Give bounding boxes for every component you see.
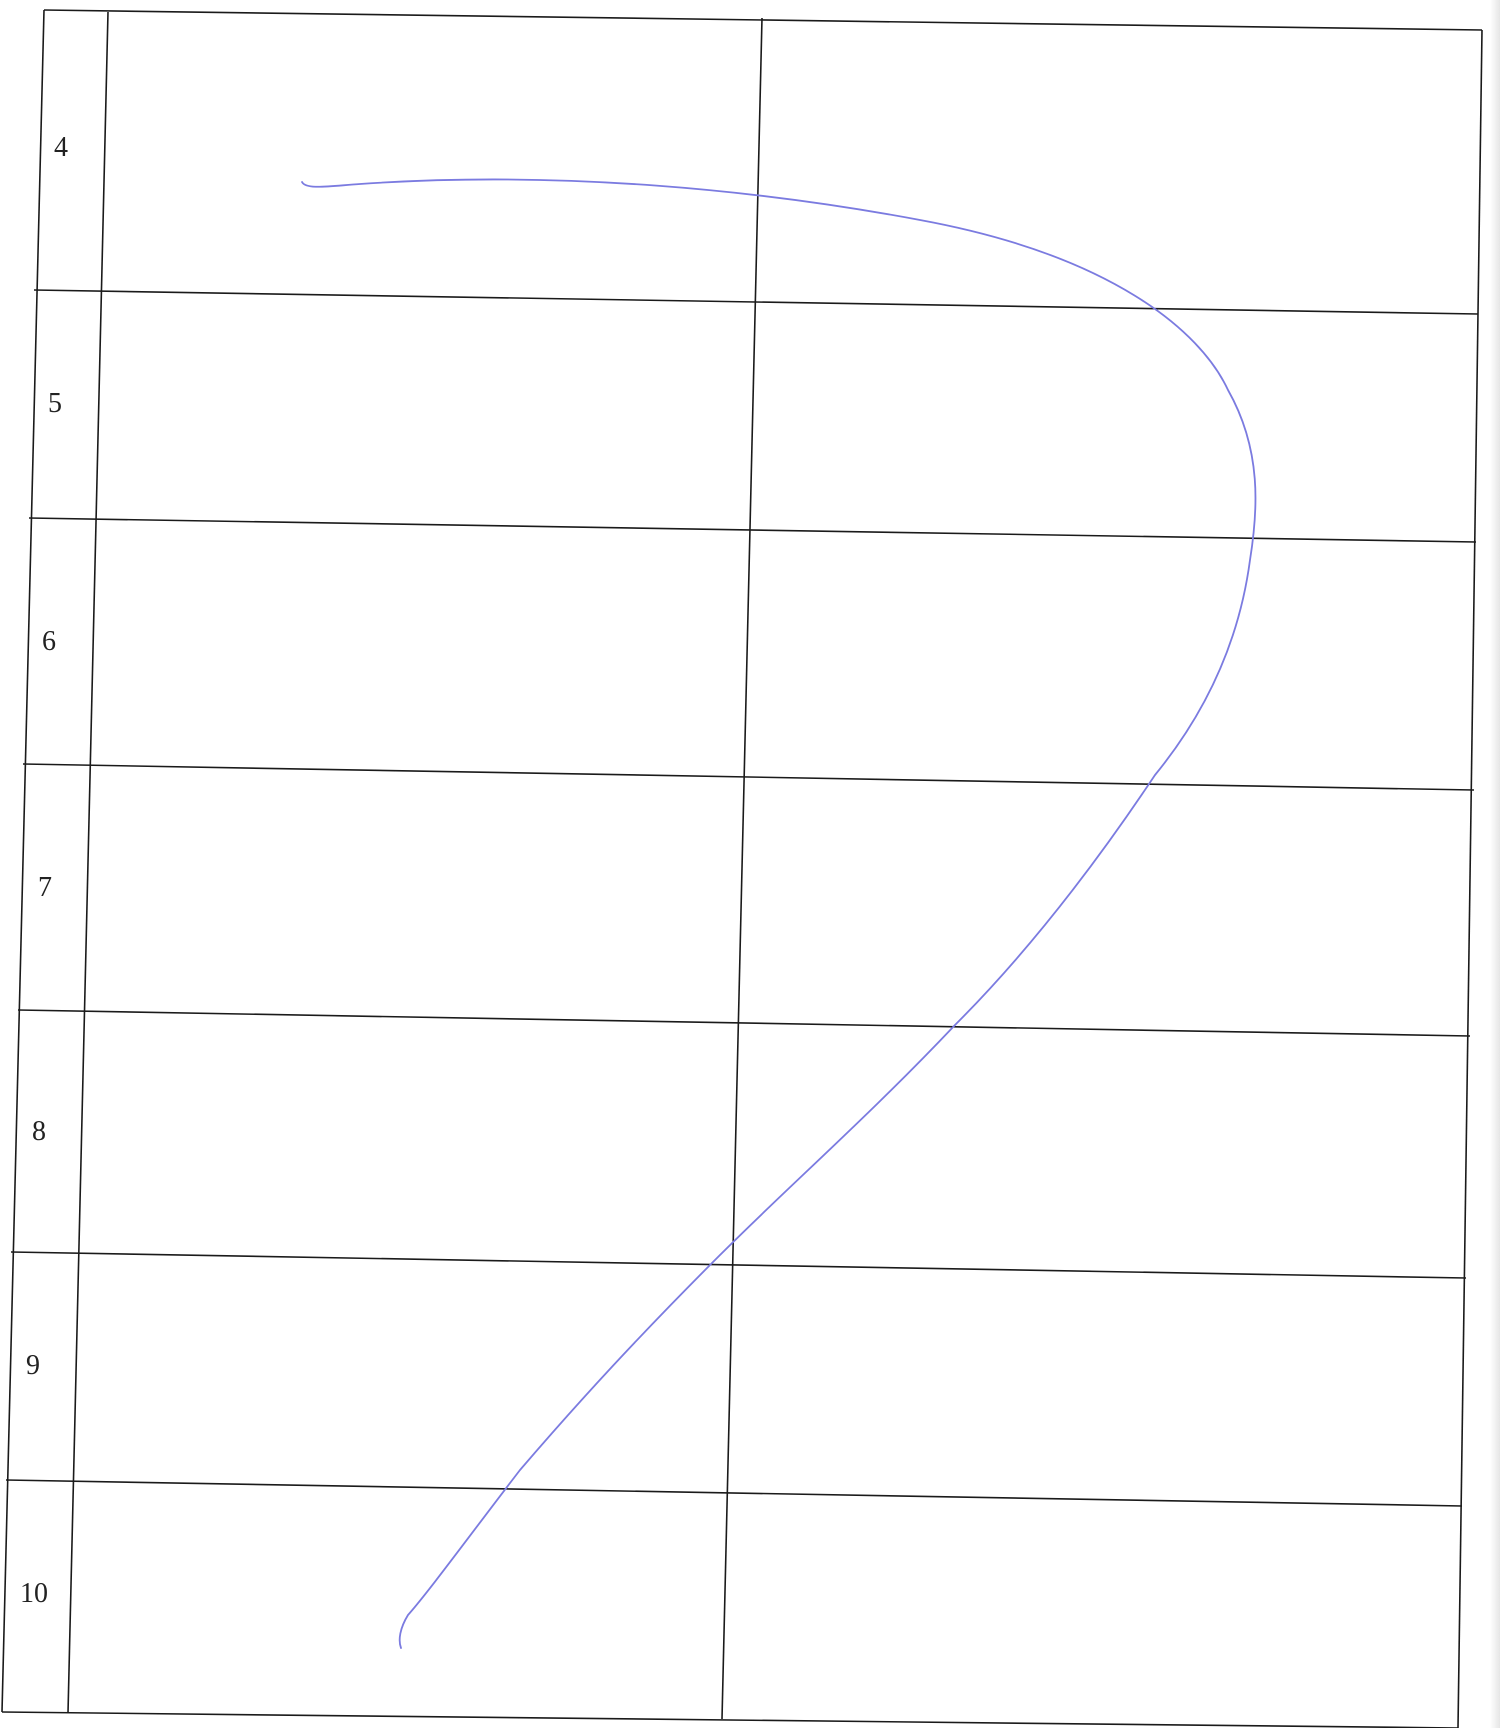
table-top-border	[43, 9, 1483, 31]
hand-drawn-curve	[301, 178, 1257, 1649]
row-divider	[17, 1009, 1471, 1037]
row-label-5: 5	[48, 388, 62, 419]
center-column-divider	[721, 17, 763, 1720]
row-label-6: 6	[42, 626, 56, 657]
table-right-border	[1457, 29, 1483, 1728]
row-divider	[10, 1251, 1467, 1279]
row-label-4: 4	[54, 132, 68, 163]
row-label-9: 9	[26, 1350, 40, 1381]
row-label-10: 10	[20, 1578, 48, 1609]
row-divider	[5, 1479, 1463, 1507]
label-column-divider	[67, 11, 109, 1714]
scan-edge-shadow	[1490, 0, 1500, 1728]
table-bottom-border	[1, 1711, 1459, 1728]
row-divider	[28, 517, 1477, 543]
row-label-7: 7	[38, 872, 52, 903]
table-left-border	[1, 9, 45, 1713]
row-label-8: 8	[32, 1116, 46, 1147]
row-divider	[22, 763, 1475, 791]
